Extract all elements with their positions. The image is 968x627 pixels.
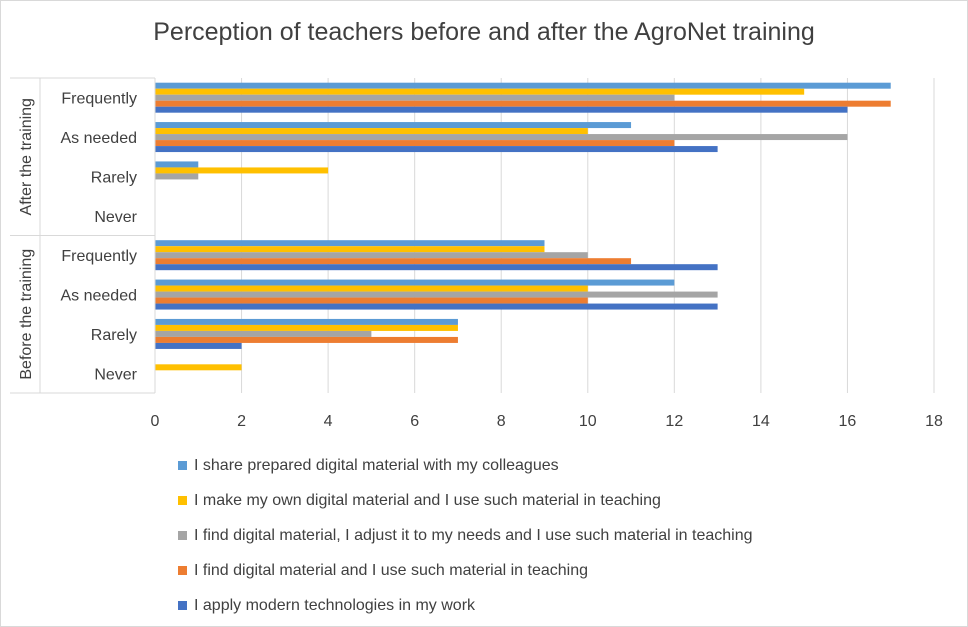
category-label: As needed [60,130,137,147]
legend-label: I find digital material, I adjust it to … [194,526,753,544]
bar [155,94,675,101]
legend-swatch [178,496,187,505]
legend-label: I share prepared digital material with m… [194,456,559,474]
bar [155,140,675,147]
bar [155,285,588,292]
category-label: As needed [60,288,137,305]
x-tick-label: 4 [324,413,333,430]
bar [155,252,588,259]
chart-title: Perception of teachers before and after … [153,18,815,46]
bar [155,258,632,265]
bar [155,88,805,95]
legend-swatch [178,601,187,610]
bar [155,279,675,286]
category-label: Never [94,209,137,226]
legend-swatch [178,461,187,470]
group-label: After the training [18,98,35,215]
bar [155,318,458,325]
x-tick-label: 18 [925,413,943,430]
legend-item: I find digital material, I adjust it to … [178,518,753,553]
bar [155,303,718,310]
bar [155,128,588,135]
legend-label: I apply modern technologies in my work [194,596,476,614]
legend-item: I share prepared digital material with m… [178,448,753,483]
legend: I share prepared digital material with m… [178,448,753,623]
bar [155,336,458,343]
bar [155,100,891,107]
bar [155,82,891,89]
bar [155,246,545,253]
bar [155,161,199,168]
plot-area: After the training Frequently As needed Rar… [10,77,943,430]
group-label: Before the training [18,249,35,380]
x-tick-label: 16 [839,413,857,430]
bar [155,297,588,304]
x-tick-label: 10 [579,413,597,430]
bar [155,146,718,153]
legend-label: I find digital material and I use such m… [194,561,588,579]
bar [155,364,242,371]
bar [155,173,199,180]
legend-swatch [178,566,187,575]
bar [155,342,242,349]
x-tick-label: 14 [752,413,770,430]
x-tick-label: 12 [665,413,683,430]
bar [155,122,632,129]
category-label: Rarely [91,169,137,186]
legend-item: I find digital material and I use such m… [178,553,753,588]
x-tick-label: 0 [151,413,160,430]
bar [155,167,329,174]
legend-label: I make my own digital material and I use… [194,491,661,509]
x-tick-label: 2 [237,413,246,430]
bar [155,324,458,331]
bar [155,106,848,113]
bar [155,291,718,298]
bar [155,330,372,337]
legend-item: I apply modern technologies in my work [178,588,753,623]
category-label: Never [94,366,137,383]
category-label: Frequently [61,248,137,265]
category-label: Rarely [91,327,137,344]
bar [155,264,718,271]
bar [155,240,545,247]
bar [155,134,848,141]
category-label: Frequently [61,91,137,108]
x-tick-label: 6 [410,413,419,430]
x-tick-label: 8 [497,413,506,430]
legend-item: I make my own digital material and I use… [178,483,753,518]
legend-swatch [178,531,187,540]
